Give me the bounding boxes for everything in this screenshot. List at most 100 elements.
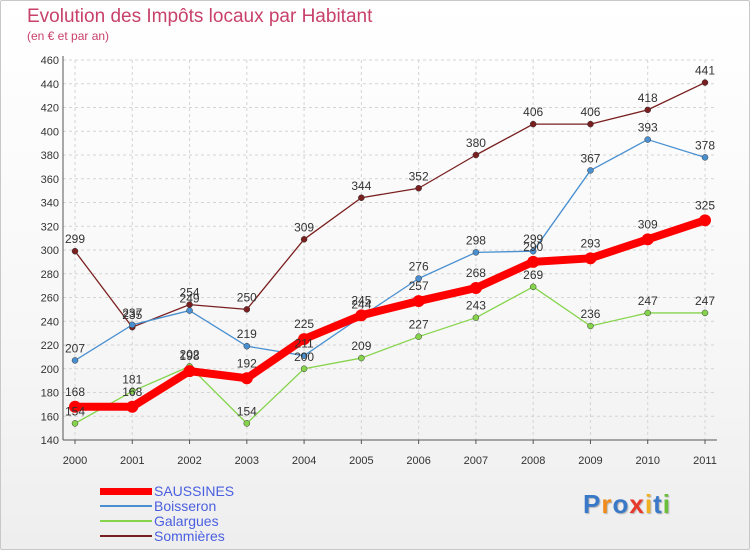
data-label: 236 [580, 307, 600, 321]
y-tick-label: 220 [41, 340, 59, 352]
y-axis-ticks: 140 160 180 200 220 240 260 280 300 320 340 360 380 4… [41, 55, 59, 447]
x-tick-label: 2011 [693, 455, 717, 467]
data-point [644, 106, 651, 114]
data-label: 299 [523, 232, 543, 246]
grid [63, 59, 717, 441]
data-label: 219 [237, 327, 257, 341]
data-point [358, 354, 365, 362]
data-point [415, 185, 422, 192]
data-point [71, 247, 79, 255]
series-line-boisseron [74, 138, 706, 362]
y-tick-label: 340 [41, 198, 59, 210]
y-tick-label: 400 [41, 126, 59, 138]
data-point [358, 194, 365, 201]
y-tick-label: 140 [41, 435, 59, 447]
data-point [701, 79, 709, 86]
data-point [701, 309, 709, 317]
y-tick-label: 420 [41, 103, 59, 115]
data-point [71, 420, 79, 427]
proxiti-logo: Proxiti [583, 489, 671, 520]
data-point [71, 357, 79, 364]
logo-letter: r [601, 489, 613, 519]
legend-swatch [100, 505, 152, 507]
data-label: 344 [351, 179, 371, 193]
data-label: 380 [466, 136, 486, 150]
data-point [243, 306, 251, 313]
data-point [587, 120, 594, 128]
data-point [587, 167, 594, 174]
chart-subtitle: (en € et par an) [27, 29, 110, 43]
legend-label: Boisseron [154, 498, 217, 514]
y-tick-label: 200 [41, 364, 59, 376]
data-label: 168 [65, 385, 85, 399]
data-label: 202 [180, 347, 200, 361]
data-point [69, 400, 81, 413]
data-label: 293 [580, 236, 600, 250]
data-label: 352 [409, 169, 429, 183]
data-point [186, 307, 193, 314]
data-label: 235 [122, 308, 142, 322]
data-point [129, 321, 136, 329]
data-point [587, 322, 594, 330]
logo-letter: i [662, 489, 671, 519]
x-tick-label: 2007 [464, 455, 488, 467]
data-point [300, 236, 308, 243]
y-tick-label: 380 [41, 150, 59, 162]
data-label: 209 [351, 339, 371, 353]
series-group [69, 79, 711, 427]
data-point [415, 333, 422, 340]
data-point [415, 275, 422, 282]
axes [62, 56, 717, 441]
data-label: 168 [122, 385, 142, 399]
data-point [529, 247, 537, 255]
data-point [300, 365, 308, 372]
data-label: 247 [695, 294, 715, 308]
y-tick-label: 180 [41, 388, 59, 400]
x-tick-label: 2008 [521, 455, 545, 467]
logo-letter: o [612, 489, 630, 519]
data-point [472, 249, 480, 256]
data-label: 309 [294, 220, 314, 234]
data-point [300, 352, 308, 359]
data-labels: 299 235 254 250 309 344 352 380 406 406 418 441 207 2… [65, 64, 715, 419]
data-point [472, 314, 480, 321]
data-label: 298 [466, 233, 486, 247]
data-point [469, 282, 482, 294]
data-label: 247 [638, 294, 658, 308]
logo-letter: P [583, 489, 602, 519]
x-tick-label: 2003 [235, 455, 259, 467]
legend-label: Sommières [154, 528, 225, 544]
y-tick-label: 280 [41, 269, 59, 281]
data-label: 406 [523, 105, 543, 119]
y-tick-label: 160 [41, 411, 59, 423]
data-point [412, 295, 425, 308]
x-tick-label: 2004 [292, 455, 316, 467]
legend-swatch [100, 520, 152, 522]
data-point [529, 283, 537, 291]
y-tick-label: 360 [41, 174, 59, 186]
data-label: 198 [180, 349, 200, 363]
x-tick-label: 2006 [406, 455, 430, 467]
data-label: 393 [638, 121, 658, 135]
data-label: 406 [580, 105, 600, 119]
data-label: 268 [466, 266, 486, 280]
data-label: 325 [695, 198, 715, 212]
x-tick-label: 2002 [177, 455, 201, 467]
x-tick-label: 2009 [578, 455, 602, 467]
y-tick-label: 240 [41, 316, 59, 328]
y-tick-label: 460 [41, 55, 59, 67]
data-label: 154 [237, 404, 257, 418]
data-point [701, 154, 709, 161]
data-label: 441 [695, 64, 715, 78]
data-label: 245 [351, 293, 371, 307]
data-point [243, 420, 251, 427]
legend-label: Galargues [154, 513, 219, 529]
data-label: 257 [409, 279, 429, 293]
data-point [129, 388, 136, 395]
series-line-galargues [74, 286, 706, 425]
chart-title: Evolution des Impôts locaux par Habitant [27, 6, 373, 27]
data-label: 367 [580, 151, 600, 165]
legend-label: SAUSSINES [154, 483, 235, 499]
data-label: 207 [65, 341, 85, 355]
